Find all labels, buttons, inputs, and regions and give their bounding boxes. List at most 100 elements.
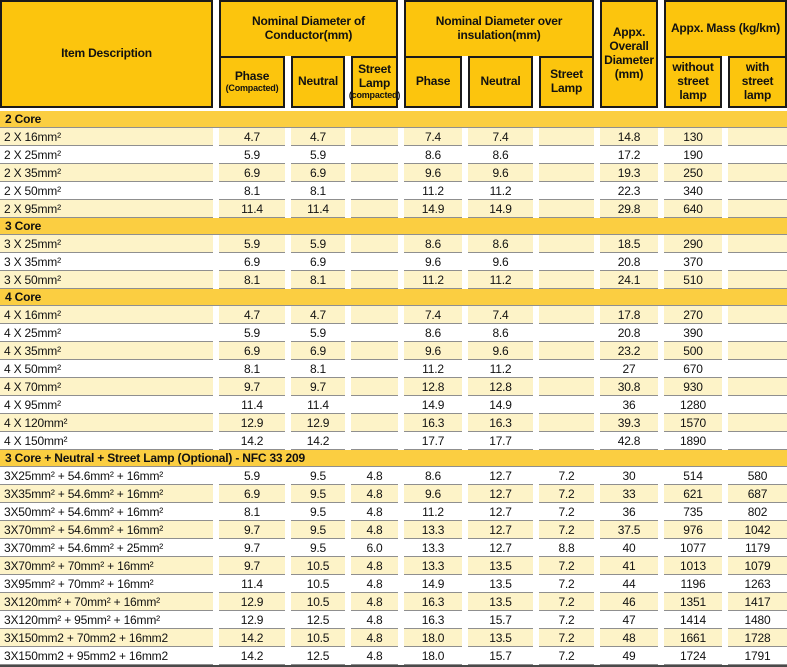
value-cell: 4.8 xyxy=(351,503,398,521)
row-description-cell: 2 X 95mm² xyxy=(0,200,213,218)
value-cell: 4.7 xyxy=(219,128,285,146)
value-cell: 12.9 xyxy=(291,414,345,432)
value-cell: 510 xyxy=(664,271,722,289)
value-cell: 9.6 xyxy=(468,342,533,360)
value-cell: 12.7 xyxy=(468,503,533,521)
value-cell: 49 xyxy=(600,647,658,665)
value-cell: 802 xyxy=(728,503,787,521)
item-description-header: Item Description xyxy=(0,0,213,108)
value-cell: 5.9 xyxy=(291,235,345,253)
row-description-cell: 4 X 70mm² xyxy=(0,378,213,396)
value-cell: 11.2 xyxy=(468,182,533,200)
value-cell: 11.2 xyxy=(404,182,462,200)
value-cell: 14.2 xyxy=(291,432,345,450)
value-cell: 9.5 xyxy=(291,467,345,485)
value-cell: 15.7 xyxy=(468,611,533,629)
value-cell: 930 xyxy=(664,378,722,396)
value-cell xyxy=(728,396,787,414)
value-cell: 11.4 xyxy=(219,575,285,593)
section-header: 2 Core xyxy=(0,111,787,128)
value-cell: 11.2 xyxy=(404,503,462,521)
value-cell: 9.7 xyxy=(291,378,345,396)
value-cell: 12.7 xyxy=(468,521,533,539)
table-row: 4 X 95mm² 11.4 11.4 14.9 14.9 36 1280 xyxy=(0,396,787,414)
neutral-label: Neutral xyxy=(298,74,338,89)
row-description-cell: 2 X 50mm² xyxy=(0,182,213,200)
value-cell: 15.7 xyxy=(468,647,533,665)
table-row: 3X95mm² + 70mm² + 16mm² 11.4 10.5 4.8 14.9 13… xyxy=(0,575,787,593)
value-cell: 6.0 xyxy=(351,539,398,557)
table-row: 3X150mm2 + 70mm2 + 16mm2 14.2 10.5 4.8 18.0 1… xyxy=(0,629,787,647)
table-row: 3 X 25mm² 5.9 5.9 8.6 8.6 18.5 290 xyxy=(0,235,787,253)
value-cell: 44 xyxy=(600,575,658,593)
value-cell: 1661 xyxy=(664,629,722,647)
row-description-cell: 4 X 35mm² xyxy=(0,342,213,360)
value-cell: 1077 xyxy=(664,539,722,557)
value-cell xyxy=(539,342,594,360)
table-row: 4 X 50mm² 8.1 8.1 11.2 11.2 27 670 xyxy=(0,360,787,378)
value-cell: 18.5 xyxy=(600,235,658,253)
value-cell: 8.6 xyxy=(404,235,462,253)
value-cell: 16.3 xyxy=(404,593,462,611)
value-cell: 23.2 xyxy=(600,342,658,360)
value-cell: 130 xyxy=(664,128,722,146)
row-description-cell: 3X120mm² + 70mm² + 16mm² xyxy=(0,593,213,611)
value-cell: 290 xyxy=(664,235,722,253)
value-cell xyxy=(728,360,787,378)
value-cell: 9.7 xyxy=(219,539,285,557)
value-cell: 39.3 xyxy=(600,414,658,432)
value-cell: 4.8 xyxy=(351,485,398,503)
value-cell: 7.2 xyxy=(539,557,594,575)
value-cell: 1042 xyxy=(728,521,787,539)
item-description-label: Item Description xyxy=(61,46,152,61)
value-cell: 11.2 xyxy=(404,360,462,378)
value-cell xyxy=(539,200,594,218)
value-cell: 14.9 xyxy=(468,396,533,414)
value-cell xyxy=(728,128,787,146)
value-cell: 7.4 xyxy=(468,128,533,146)
streetlamp-note: (compacted) xyxy=(348,90,401,101)
value-cell: 13.3 xyxy=(404,557,462,575)
value-cell: 18.0 xyxy=(404,647,462,665)
value-cell xyxy=(539,253,594,271)
value-cell: 41 xyxy=(600,557,658,575)
value-cell: 11.4 xyxy=(291,200,345,218)
value-cell: 14.8 xyxy=(600,128,658,146)
value-cell: 11.4 xyxy=(291,396,345,414)
value-cell: 9.5 xyxy=(291,503,345,521)
value-cell: 14.9 xyxy=(404,200,462,218)
value-cell xyxy=(351,182,398,200)
value-cell: 46 xyxy=(600,593,658,611)
value-cell: 12.9 xyxy=(219,611,285,629)
value-cell: 8.1 xyxy=(291,360,345,378)
table-header: Item Description Nominal Diameter of Con… xyxy=(0,0,787,108)
value-cell xyxy=(351,342,398,360)
mass-with-lamp-header: with street lamp xyxy=(728,56,787,108)
table-row: 4 X 120mm² 12.9 12.9 16.3 16.3 39.3 1570 xyxy=(0,414,787,432)
table-row: 3X120mm² + 70mm² + 16mm² 12.9 10.5 4.8 16.3 1… xyxy=(0,593,787,611)
table-body: 2 Core 2 X 16mm² 4.7 4.7 7.4 7.4 14.8 130 2 X 25… xyxy=(0,111,787,667)
value-cell: 36 xyxy=(600,503,658,521)
value-cell: 1724 xyxy=(664,647,722,665)
value-cell: 4.8 xyxy=(351,557,398,575)
ins-phase-label: Phase xyxy=(415,74,451,89)
value-cell: 20.8 xyxy=(600,324,658,342)
value-cell: 5.9 xyxy=(291,146,345,164)
value-cell xyxy=(351,271,398,289)
value-cell: 33 xyxy=(600,485,658,503)
value-cell: 18.0 xyxy=(404,629,462,647)
value-cell: 1079 xyxy=(728,557,787,575)
value-cell: 7.2 xyxy=(539,629,594,647)
value-cell xyxy=(351,128,398,146)
value-cell: 37.5 xyxy=(600,521,658,539)
value-cell xyxy=(728,146,787,164)
value-cell xyxy=(351,306,398,324)
value-cell: 16.3 xyxy=(404,414,462,432)
value-cell: 7.2 xyxy=(539,467,594,485)
value-cell: 40 xyxy=(600,539,658,557)
value-cell: 5.9 xyxy=(219,235,285,253)
value-cell xyxy=(351,360,398,378)
value-cell: 14.2 xyxy=(219,432,285,450)
row-description-cell: 3X25mm² + 54.6mm² + 16mm² xyxy=(0,467,213,485)
value-cell: 12.7 xyxy=(468,467,533,485)
